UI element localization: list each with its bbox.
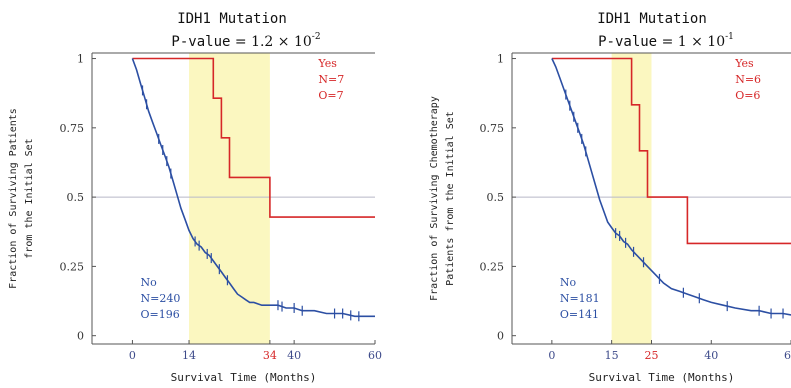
- series-label-no: N=181: [560, 292, 600, 305]
- series-label-yes: Yes: [734, 57, 754, 70]
- y-tick-label: 0.25: [60, 260, 85, 273]
- series-label-yes: O=7: [318, 89, 343, 102]
- x-tick-label: 40: [287, 349, 301, 362]
- plot-area: [131, 57, 375, 322]
- x-tick-label: 60: [784, 349, 791, 362]
- y-tick-label: 0.75: [480, 122, 505, 135]
- y-tick-label: 0: [497, 330, 504, 343]
- y-axis-label: Patients from the Initial Set: [445, 111, 456, 286]
- x-tick-label: 60: [368, 349, 382, 362]
- left-chart-panel: 0 0.25 0.5 0.75 1 0 14 34 40 60 Yes N=7 O=7 No N=240 O=…: [8, 11, 382, 384]
- x-tick-label: 15: [605, 349, 619, 362]
- y-tick-label: 0.75: [60, 122, 85, 135]
- highlight-band: [189, 53, 270, 344]
- x-axis-label: Survival Time (Months): [589, 371, 735, 384]
- y-axis-label: from the Initial Set: [24, 138, 35, 258]
- series-label-no: No: [560, 276, 577, 289]
- x-axis-label: Survival Time (Months): [171, 371, 317, 384]
- y-axis-label: Fraction of Surviving Chemotherapy: [429, 96, 440, 301]
- series-label-no: O=141: [560, 308, 599, 321]
- plot-area: [551, 57, 791, 319]
- series-line-no: [131, 58, 375, 318]
- y-tick-label: 1: [497, 53, 504, 66]
- series-label-yes: O=6: [735, 89, 760, 102]
- x-tick-label: 0: [548, 349, 555, 362]
- y-tick-label: 0: [77, 330, 84, 343]
- series-label-yes: N=6: [735, 73, 761, 86]
- x-tick-label: 25: [645, 349, 659, 362]
- series-label-no: O=196: [141, 308, 180, 321]
- y-tick-label: 0.5: [67, 191, 85, 204]
- y-tick-label: 0.25: [480, 260, 505, 273]
- series-line-yes: [132, 57, 375, 218]
- x-tick-label: 14: [182, 349, 196, 362]
- series-label-yes: N=7: [318, 73, 344, 86]
- y-tick-label: 0.5: [487, 191, 505, 204]
- p-value-label: P-value = 1 × 10-1: [598, 32, 734, 50]
- series-label-no: No: [141, 276, 158, 289]
- p-value-label: P-value = 1.2 × 10-2: [171, 32, 320, 50]
- y-axis-label: Fraction of Surviving Patients: [8, 108, 19, 289]
- x-tick-label: 34: [263, 349, 277, 362]
- chart-title: IDH1 Mutation: [597, 11, 707, 27]
- right-chart-panel: 0 0.25 0.5 0.75 1 0 15 25 40 60 Yes N=6 O=6 No N=181 O=…: [429, 11, 791, 384]
- x-tick-label: 0: [129, 349, 136, 362]
- series-label-yes: Yes: [317, 57, 337, 70]
- x-tick-label: 40: [704, 349, 718, 362]
- series-line-yes: [551, 57, 791, 245]
- series-label-no: N=240: [141, 292, 181, 305]
- y-tick-label: 1: [77, 53, 84, 66]
- series-line-no: [551, 58, 791, 316]
- chart-title: IDH1 Mutation: [177, 11, 287, 27]
